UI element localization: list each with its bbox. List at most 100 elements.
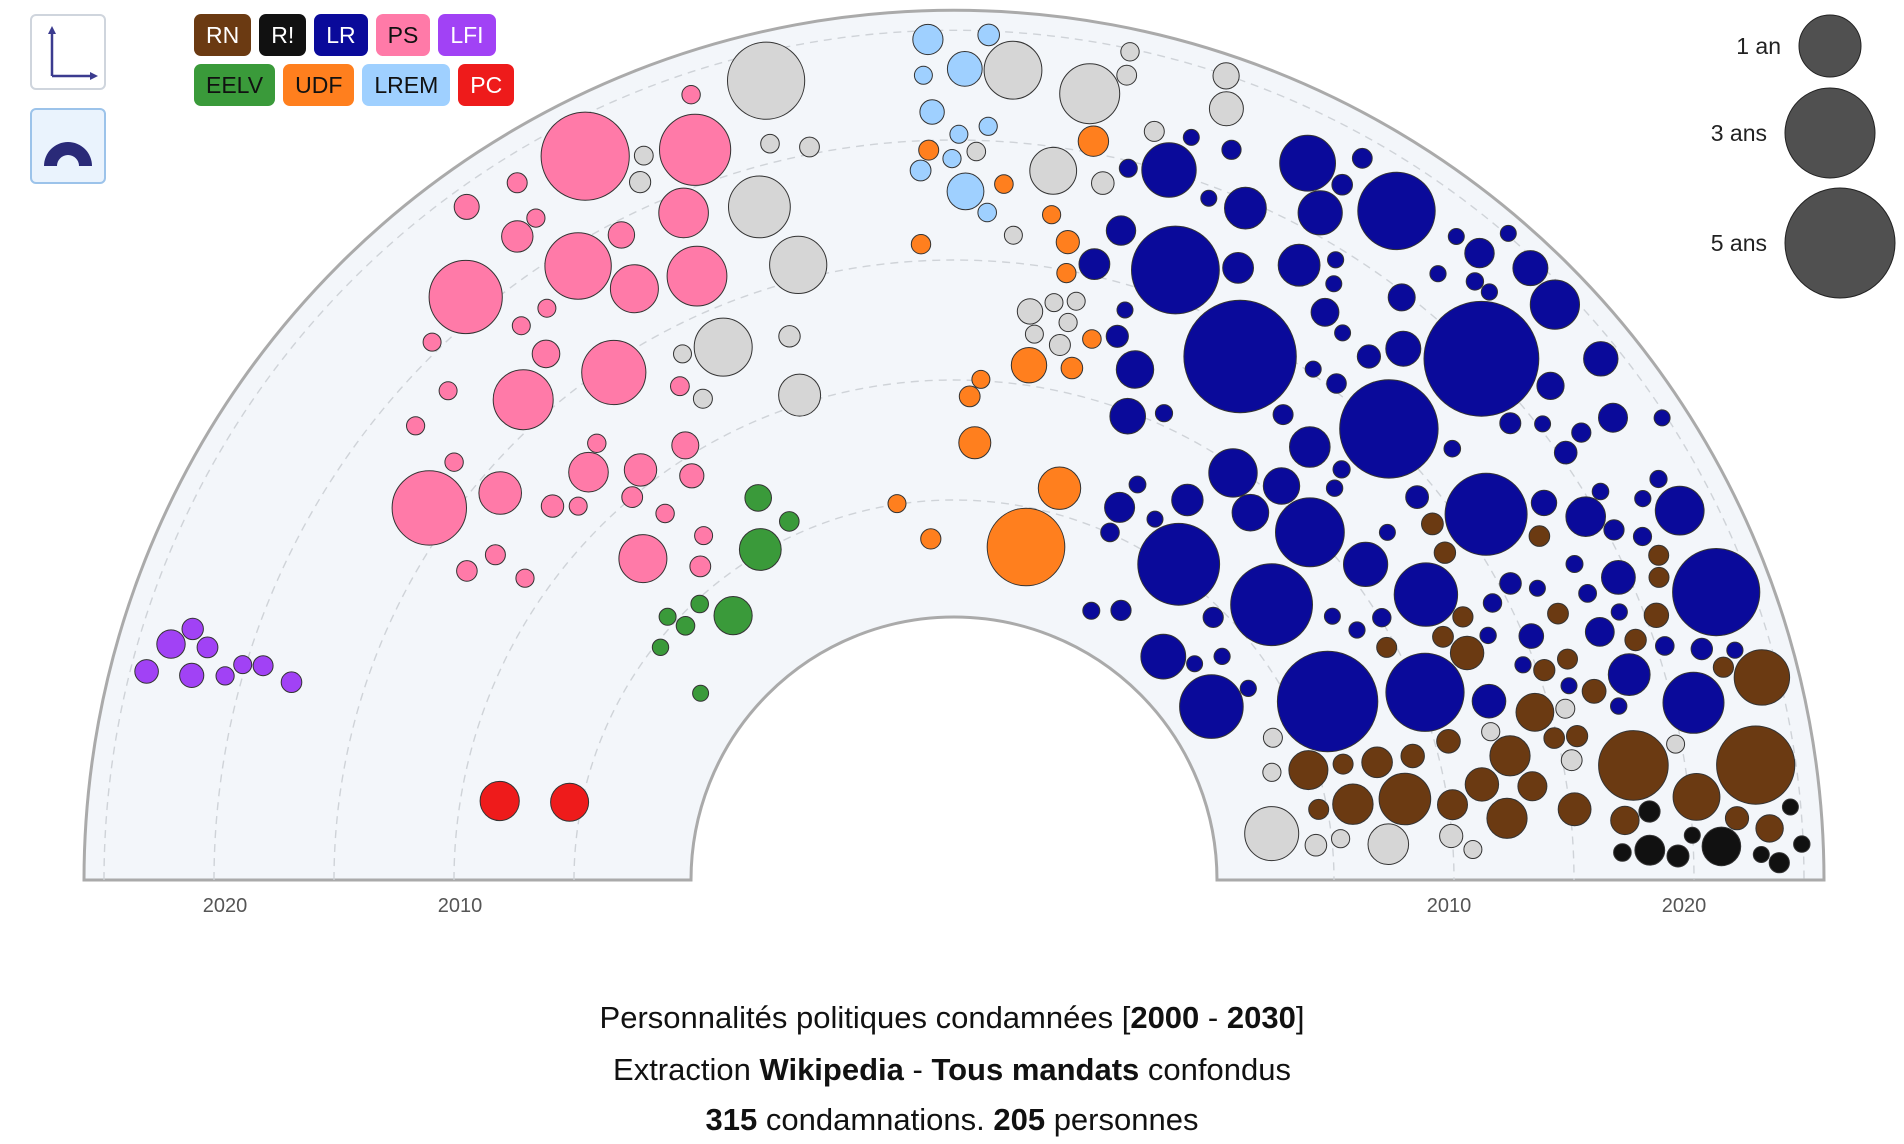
bubble-lr[interactable] — [1385, 652, 1465, 732]
bubble-unattributed[interactable] — [1120, 42, 1140, 62]
bubble-lr[interactable] — [1171, 483, 1204, 517]
bubble-lr[interactable] — [1109, 397, 1146, 435]
bubble-rn[interactable] — [1433, 541, 1457, 564]
bubble-rn[interactable] — [1400, 743, 1425, 769]
bubble-lr[interactable] — [1115, 350, 1155, 389]
bubble-rn[interactable] — [1598, 730, 1669, 801]
bubble-ps[interactable] — [623, 453, 658, 487]
bubble-lr[interactable] — [1343, 541, 1389, 588]
bubble-ps[interactable] — [568, 451, 609, 493]
bubble-rn[interactable] — [1378, 772, 1432, 826]
bubble-rn[interactable] — [1557, 792, 1592, 827]
bubble-ps[interactable] — [444, 452, 464, 472]
bubble-ps[interactable] — [501, 220, 534, 253]
bubble-lr[interactable] — [1662, 671, 1725, 734]
bubble-ps[interactable] — [607, 221, 636, 249]
bubble-ps[interactable] — [681, 85, 701, 105]
bubble-unattributed[interactable] — [1048, 334, 1071, 356]
bubble-udf[interactable] — [910, 234, 932, 255]
axes-view-button[interactable] — [30, 14, 106, 90]
bubble-ps[interactable] — [391, 470, 467, 546]
bubble-rn[interactable] — [1547, 602, 1569, 625]
bubble-lr[interactable] — [1154, 404, 1174, 423]
legend-chip-ps[interactable]: PS — [375, 14, 431, 56]
bubble-lrem[interactable] — [978, 116, 998, 136]
bubble-udf[interactable] — [986, 507, 1066, 587]
legend-chip-r-excl[interactable]: R! — [259, 14, 307, 56]
bubble-lr[interactable] — [1224, 186, 1267, 230]
hemicycle-view-button[interactable] — [30, 108, 106, 184]
bubble-lr[interactable] — [1499, 572, 1522, 595]
bubble-ps[interactable] — [679, 463, 705, 489]
bubble-lr[interactable] — [1649, 469, 1668, 489]
bubble-ps[interactable] — [694, 526, 714, 546]
bubble-ps[interactable] — [511, 316, 531, 336]
bubble-lr[interactable] — [1634, 490, 1652, 508]
bubble-ps[interactable] — [621, 486, 644, 509]
bubble-r-excl[interactable] — [1768, 852, 1790, 874]
legend-chip-eelv[interactable]: EELV — [194, 64, 276, 106]
bubble-unattributed[interactable] — [1208, 91, 1244, 127]
bubble-unattributed[interactable] — [1463, 840, 1483, 859]
bubble-unattributed[interactable] — [1439, 823, 1464, 849]
bubble-eelv[interactable] — [744, 484, 773, 512]
bubble-lr[interactable] — [1186, 655, 1204, 673]
bubble-eelv[interactable] — [692, 684, 710, 702]
bubble-lr[interactable] — [1654, 485, 1705, 536]
bubble-lfi[interactable] — [215, 666, 235, 686]
bubble-lr[interactable] — [1578, 584, 1597, 603]
bubble-udf[interactable] — [994, 174, 1014, 194]
bubble-unattributed[interactable] — [633, 145, 654, 166]
bubble-rn[interactable] — [1528, 525, 1551, 547]
bubble-lr[interactable] — [1429, 265, 1447, 283]
bubble-unattributed[interactable] — [778, 373, 822, 417]
bubble-unattributed[interactable] — [728, 175, 791, 239]
bubble-lr[interactable] — [1534, 415, 1552, 433]
bubble-lr[interactable] — [1357, 171, 1436, 251]
bubble-ps[interactable] — [659, 113, 732, 186]
bubble-lr[interactable] — [1128, 475, 1147, 494]
bubble-lr[interactable] — [1332, 460, 1351, 479]
bubble-rn[interactable] — [1557, 648, 1578, 670]
bubble-ps[interactable] — [438, 381, 458, 401]
legend-chip-udf[interactable]: UDF — [283, 64, 355, 106]
bubble-lr[interactable] — [1277, 243, 1321, 287]
bubble-lr[interactable] — [1279, 134, 1336, 192]
bubble-lr[interactable] — [1146, 510, 1164, 528]
bubble-lr[interactable] — [1499, 224, 1517, 242]
bubble-udf[interactable] — [1042, 205, 1062, 225]
bubble-rn[interactable] — [1716, 725, 1796, 805]
bubble-lr[interactable] — [1378, 523, 1396, 541]
bubble-ps[interactable] — [428, 259, 503, 335]
bubble-udf[interactable] — [887, 494, 907, 514]
bubble-unattributed[interactable] — [1331, 829, 1351, 849]
bubble-lr[interactable] — [1607, 653, 1651, 696]
bubble-lrem[interactable] — [919, 99, 945, 125]
bubble-lr[interactable] — [1202, 606, 1224, 629]
bubble-r-excl[interactable] — [1613, 843, 1632, 862]
bubble-ps[interactable] — [484, 544, 506, 566]
bubble-lr[interactable] — [1560, 677, 1578, 695]
bubble-unattributed[interactable] — [1059, 63, 1121, 125]
bubble-lr[interactable] — [1536, 371, 1565, 400]
bubble-udf[interactable] — [958, 385, 981, 408]
bubble-r-excl[interactable] — [1638, 800, 1661, 823]
bubble-lr[interactable] — [1131, 225, 1220, 315]
bubble-lr[interactable] — [1584, 617, 1615, 647]
bubble-lr[interactable] — [1275, 497, 1345, 568]
bubble-lr[interactable] — [1447, 228, 1465, 245]
bubble-eelv[interactable] — [651, 638, 670, 656]
bubble-ps[interactable] — [658, 187, 709, 239]
bubble-unattributed[interactable] — [1262, 727, 1283, 748]
bubble-unattributed[interactable] — [1143, 120, 1165, 142]
bubble-unattributed[interactable] — [778, 325, 801, 348]
bubble-udf[interactable] — [1082, 329, 1102, 349]
bubble-lr[interactable] — [1571, 422, 1592, 443]
bubble-rn[interactable] — [1376, 636, 1398, 658]
bubble-lrem[interactable] — [946, 51, 983, 87]
bubble-unattributed[interactable] — [1367, 823, 1410, 866]
bubble-pc[interactable] — [550, 782, 590, 822]
bubble-rn[interactable] — [1489, 735, 1531, 777]
bubble-lr[interactable] — [1393, 562, 1459, 627]
bubble-lr[interactable] — [1230, 563, 1313, 647]
